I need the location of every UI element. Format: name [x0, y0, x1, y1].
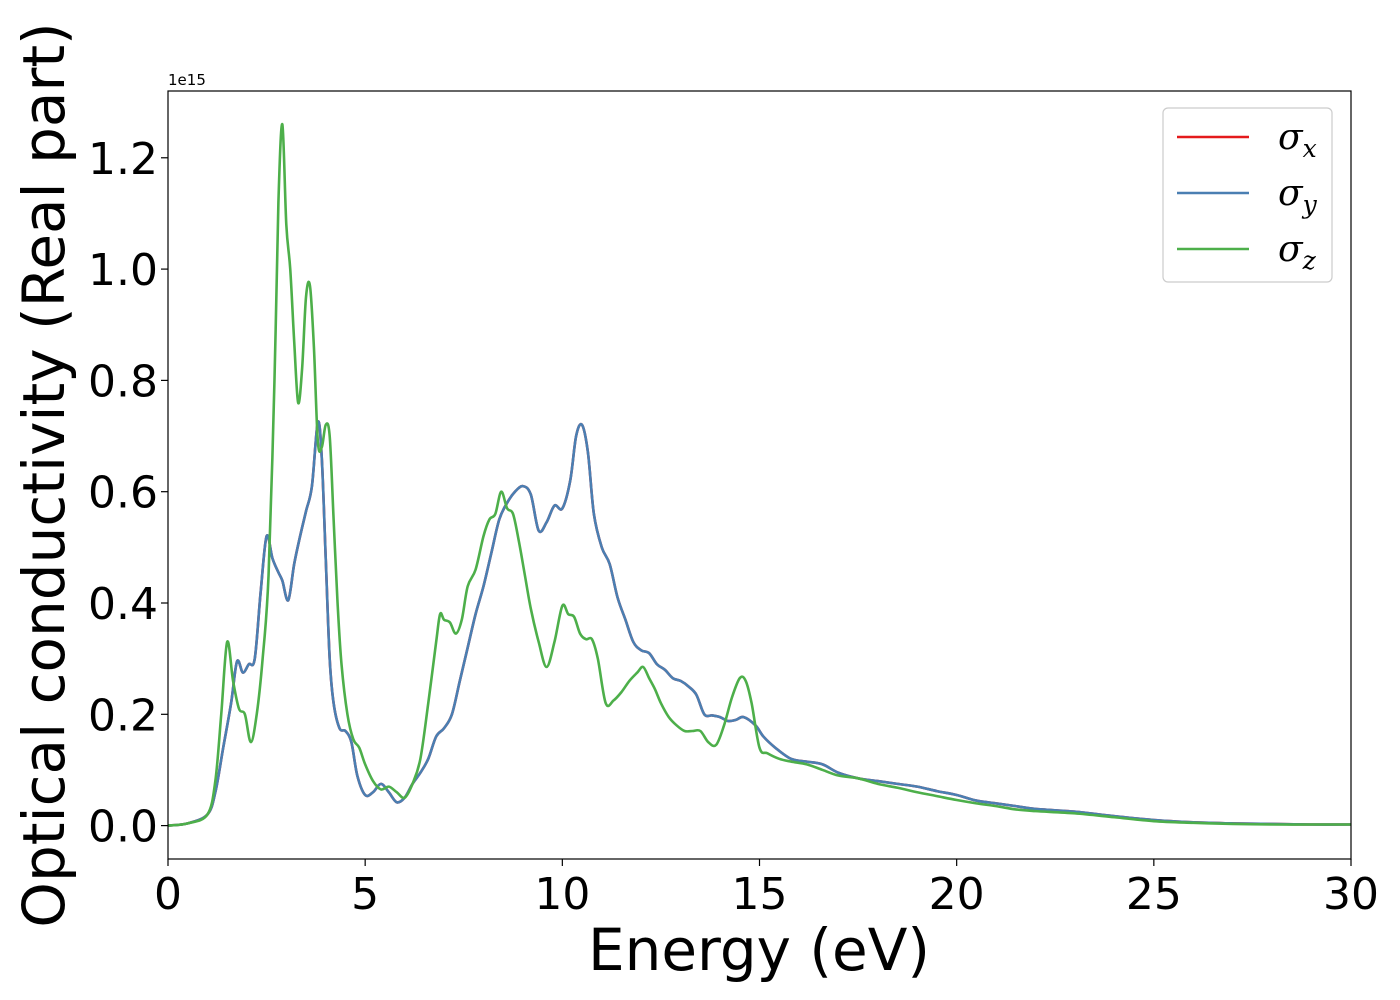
x-tick-label: 20: [929, 869, 985, 920]
y-tick-label: 0.2: [88, 690, 158, 741]
x-tick-label: 0: [154, 869, 182, 920]
y-axis-title: Optical conductivity (Real part): [10, 22, 78, 927]
x-tick-label: 15: [732, 869, 788, 920]
x-tick-label: 25: [1126, 869, 1182, 920]
y-offset-label: 1e15: [168, 71, 206, 89]
y-axis-ticks: 0.0 0.2 0.4 0.6 0.8 1.0 1.2: [88, 134, 168, 853]
y-tick-label: 0.6: [88, 468, 158, 519]
y-tick-label: 0.8: [88, 356, 158, 407]
y-tick-label: 1.0: [88, 245, 158, 296]
series-line-z: [168, 123, 1351, 827]
y-tick-label: 0.0: [88, 802, 158, 853]
x-tick-label: 5: [351, 869, 379, 920]
legend-box: [1162, 107, 1333, 283]
y-tick-label: 1.2: [88, 134, 158, 185]
x-axis-title: Energy (eV): [588, 916, 930, 984]
x-tick-label: 10: [534, 869, 590, 920]
series-lines: [168, 123, 1351, 827]
y-tick-label: 0.4: [88, 579, 158, 630]
x-axis-ticks: 0 5 10 15 20 25 30: [154, 859, 1379, 920]
x-tick-label: 30: [1323, 869, 1379, 920]
